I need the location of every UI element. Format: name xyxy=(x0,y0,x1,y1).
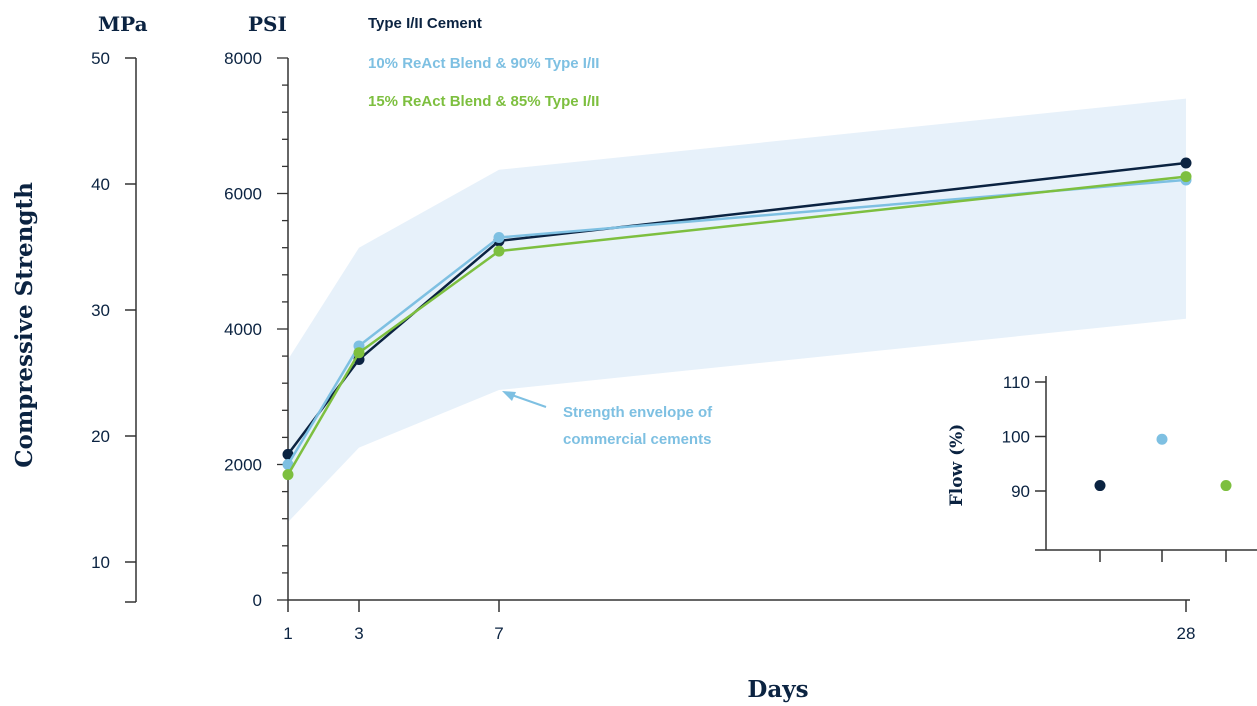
series-2-point xyxy=(282,459,294,470)
psi-tick-label: 2000 xyxy=(224,456,262,475)
series-line-3 xyxy=(286,175,1187,476)
inset-y-tick-label: 90 xyxy=(1011,482,1030,501)
annotation-arrow-shaft xyxy=(508,393,547,408)
x-tick-label: 3 xyxy=(354,624,363,643)
series-3-point xyxy=(282,469,294,481)
mpa-tick-label: 40 xyxy=(91,175,110,194)
x-tick-label: 28 xyxy=(1177,624,1196,643)
strength-envelope xyxy=(288,98,1186,523)
inset-flow-point-3 xyxy=(1220,480,1232,492)
inset-flow-point-1 xyxy=(1094,480,1106,492)
flow-inset: 90 100 110 Flow (%) xyxy=(947,373,1257,562)
x-tick-group: 1 3 7 28 xyxy=(283,600,1195,643)
series-3-point xyxy=(1180,171,1192,183)
mpa-tick-label: 20 xyxy=(91,427,110,446)
series-line-2 xyxy=(286,178,1187,466)
annotation-line-1: Strength envelope of xyxy=(563,404,713,421)
mpa-tick-label: 30 xyxy=(91,301,110,320)
series-3-point xyxy=(353,347,365,359)
inset-flow-point-2 xyxy=(1156,433,1168,445)
series-2-point xyxy=(493,232,505,244)
inset-y-tick-label: 110 xyxy=(1003,373,1030,392)
inset-point-group xyxy=(1094,433,1232,492)
envelope-annotation: Strength envelope of commercial cements xyxy=(502,391,713,448)
psi-tick-group: 0 2000 4000 6000 8000 xyxy=(224,49,288,610)
psi-unit-label: PSI xyxy=(248,12,287,36)
psi-tick-label: 6000 xyxy=(224,185,262,204)
series-3-point xyxy=(493,245,505,257)
y-axis-title: Compressive Strength xyxy=(11,182,38,468)
annotation-line-2: commercial cements xyxy=(563,431,711,448)
series-group xyxy=(282,157,1192,481)
legend-item-type-i-ii: Type I/II Cement xyxy=(368,15,482,32)
series-1-point xyxy=(282,448,294,460)
mpa-tick-label: 10 xyxy=(91,553,110,572)
psi-tick-label: 8000 xyxy=(224,49,262,68)
inset-y-tick-group: 90 100 110 xyxy=(1002,373,1046,501)
x-axis-title: Days xyxy=(747,676,808,703)
psi-tick-label: 4000 xyxy=(224,320,262,339)
mpa-unit-label: MPa xyxy=(98,12,148,36)
mpa-tick-group: 10 20 30 40 50 xyxy=(91,49,136,572)
annotation-arrow-head xyxy=(502,391,516,401)
legend: Type I/II Cement 10% ReAct Blend & 90% T… xyxy=(368,15,599,110)
mpa-tick-label: 50 xyxy=(91,49,110,68)
inset-y-axis-title: Flow (%) xyxy=(947,424,967,507)
legend-item-10pct: 10% ReAct Blend & 90% Type I/II xyxy=(368,55,599,72)
psi-tick-label: 0 xyxy=(253,591,262,610)
x-tick-label: 1 xyxy=(283,624,292,643)
inset-y-tick-label: 100 xyxy=(1002,428,1030,447)
x-tick-label: 7 xyxy=(494,624,503,643)
legend-item-15pct: 15% ReAct Blend & 85% Type I/II xyxy=(368,93,599,110)
inset-x-tick-group xyxy=(1099,550,1227,562)
series-1-point xyxy=(1180,157,1192,169)
